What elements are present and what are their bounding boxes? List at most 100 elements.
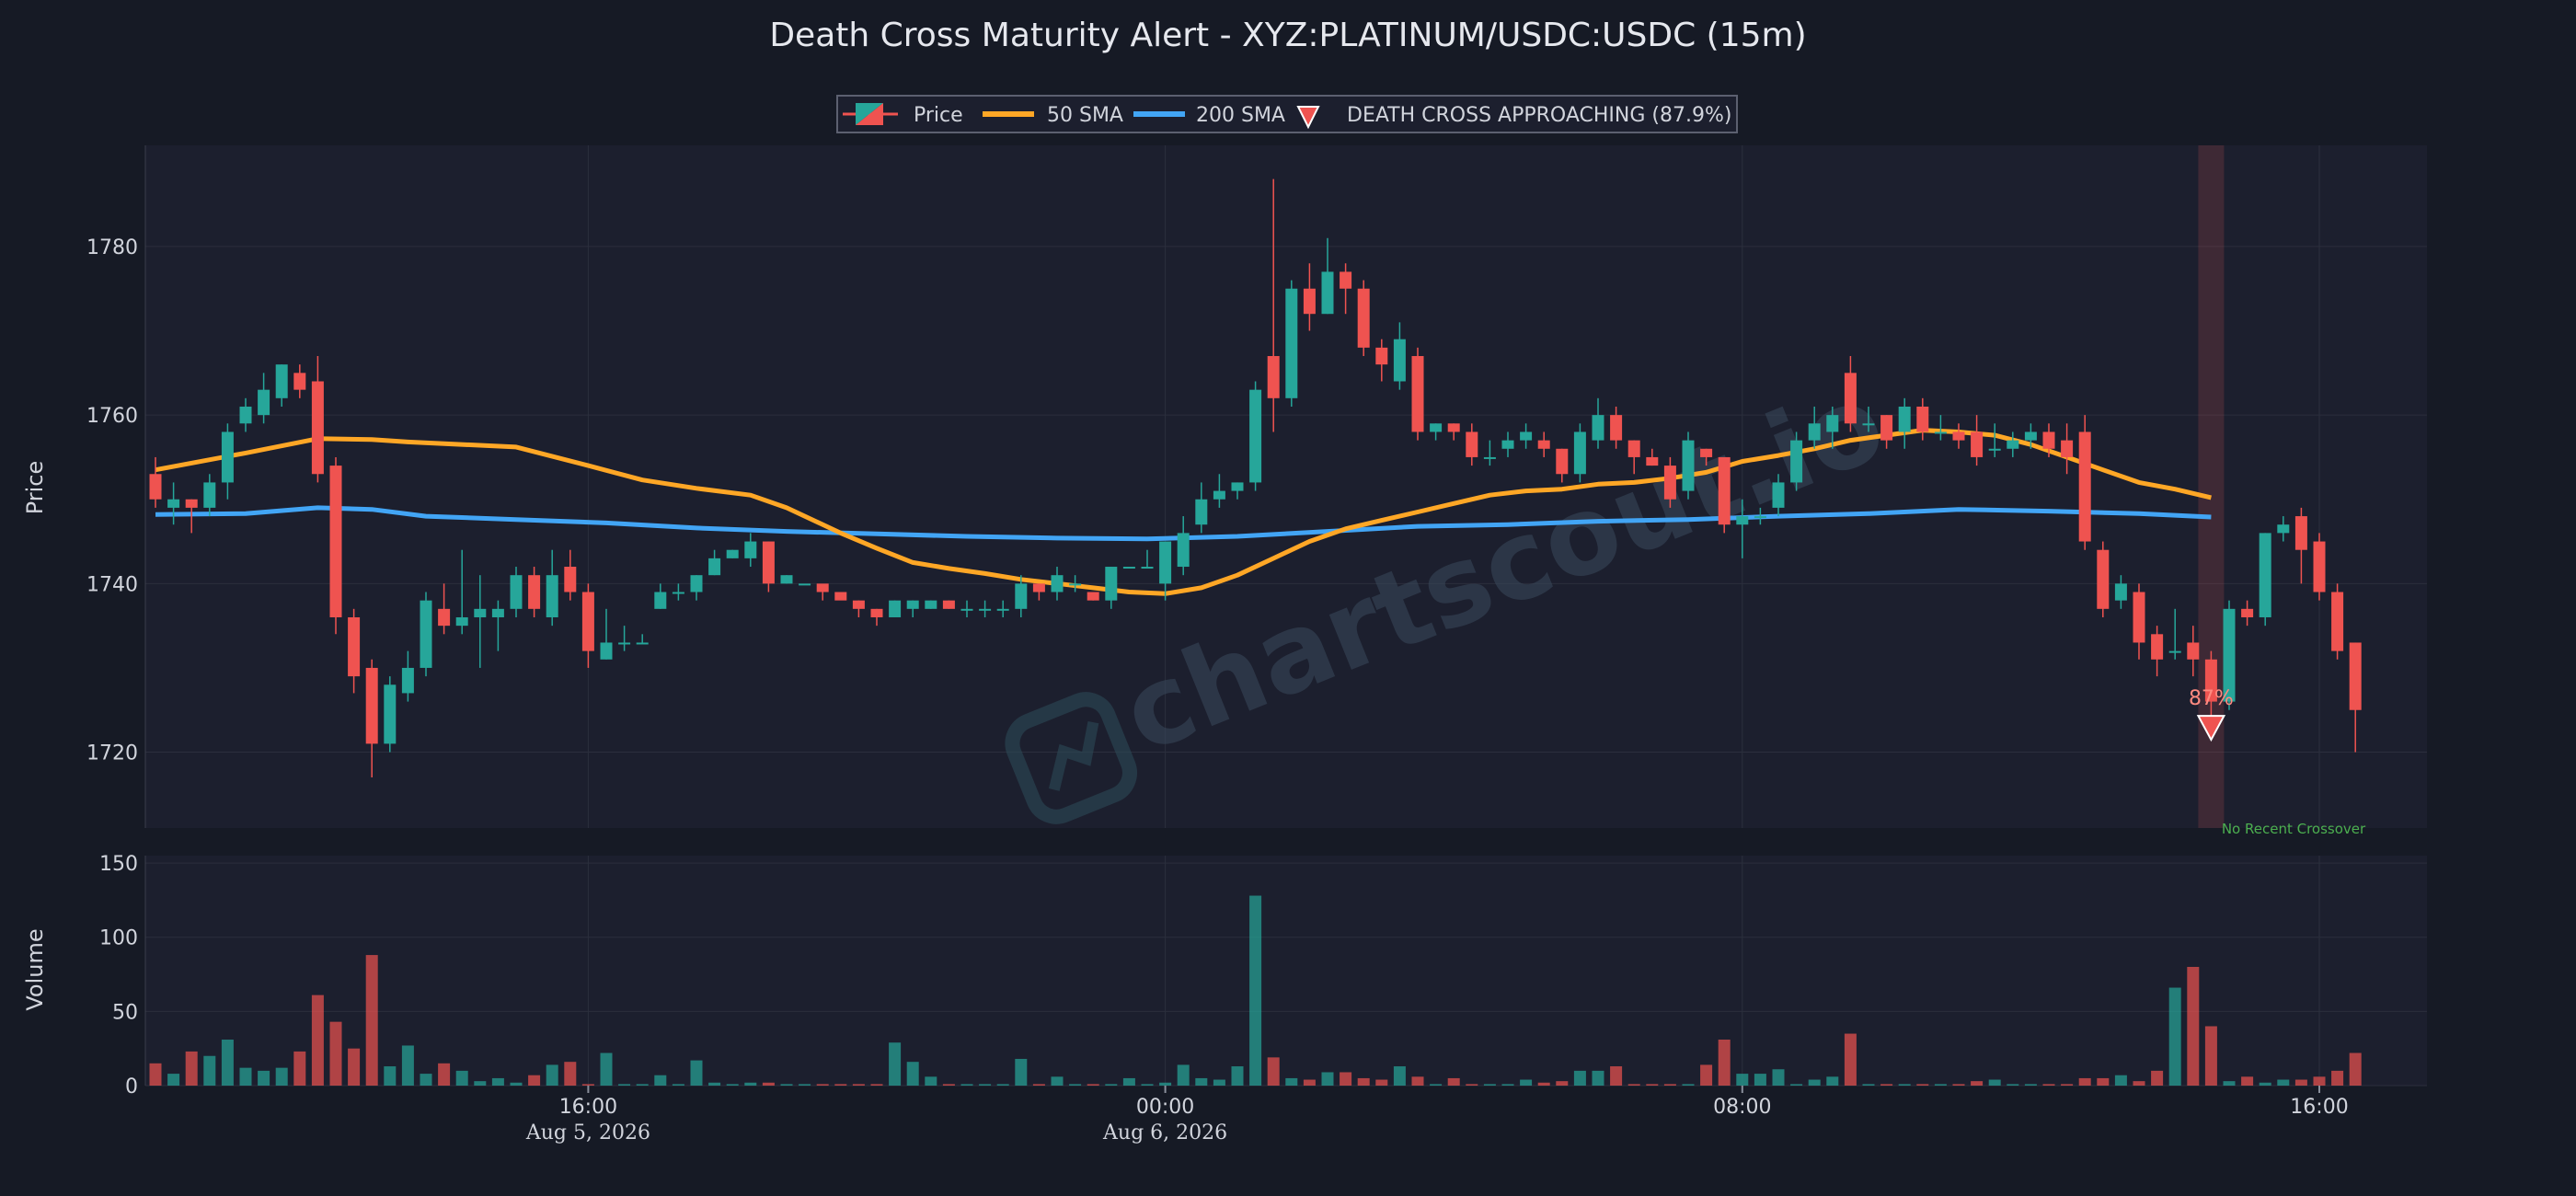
candle-body: [2223, 608, 2236, 702]
volume-bar: [870, 1084, 883, 1086]
candle-body: [1952, 431, 1965, 441]
candle-body: [2277, 524, 2290, 534]
volume-bar: [1971, 1081, 1984, 1086]
volume-tick-label: 150: [99, 853, 138, 876]
candle-body: [780, 575, 793, 584]
candle-body: [2168, 650, 2181, 653]
volume-bar: [528, 1075, 541, 1086]
candle-body: [2097, 549, 2110, 609]
candle-body: [2061, 440, 2074, 457]
candle-body: [636, 642, 649, 645]
candle-body: [1357, 288, 1370, 348]
candle-body: [2078, 431, 2091, 542]
price-axis-label: Price: [22, 461, 48, 515]
volume-bar: [185, 1051, 198, 1086]
volume-bar: [275, 1067, 288, 1086]
candle-body: [1663, 466, 1676, 500]
death-cross-marker: 87%: [2189, 687, 2234, 742]
volume-bar: [1501, 1084, 1514, 1086]
candle-body: [1556, 448, 1569, 475]
candle-body: [1051, 575, 1064, 592]
legend-sma50-label: 50 SMA: [1047, 104, 1123, 127]
sma-lines: [155, 428, 2212, 596]
volume-bar: [636, 1084, 649, 1086]
candle-body: [889, 600, 902, 617]
death-cross-triangle-icon: [2196, 715, 2226, 742]
volume-bar: [1285, 1077, 1298, 1086]
volume-bar: [1249, 895, 1262, 1086]
volume-bar: [780, 1084, 793, 1086]
candle-body: [438, 608, 451, 627]
volume-bar: [1141, 1084, 1154, 1086]
candle-body: [2204, 659, 2217, 702]
watermark-logo-icon: [1005, 692, 1137, 824]
candle-body: [1483, 456, 1496, 459]
volume-bar: [906, 1062, 919, 1086]
candle-body: [690, 575, 703, 592]
volume-bar: [1015, 1058, 1028, 1086]
candle-body: [1934, 431, 1947, 434]
volume-bar: [1718, 1040, 1731, 1086]
volume-bar: [2294, 1079, 2307, 1086]
sma200-line: [155, 505, 2212, 542]
candle-body: [2349, 642, 2362, 710]
candle-body: [581, 592, 594, 651]
volume-bar: [762, 1082, 775, 1086]
candle-body: [618, 642, 631, 645]
candle-body: [203, 482, 216, 508]
volume-bar: [799, 1084, 811, 1086]
sma50-line: [155, 428, 2212, 596]
volume-bar: [438, 1063, 451, 1086]
candle-body: [1736, 516, 1749, 525]
volume-bar: [726, 1084, 739, 1086]
candle-body: [1880, 415, 1893, 441]
volume-bar: [203, 1055, 216, 1086]
candle-body: [906, 600, 919, 609]
candle-body: [293, 373, 306, 390]
candle-body: [1069, 583, 1082, 586]
legend-death-cross-icon: [1296, 106, 1320, 130]
candle-body: [2331, 592, 2344, 651]
volume-bar: [1862, 1084, 1875, 1086]
volume-bar: [2331, 1070, 2344, 1086]
volume-panel: [145, 856, 2427, 1086]
volume-bar: [1736, 1074, 1749, 1086]
candle-body: [2313, 541, 2326, 592]
volume-bar: [546, 1064, 558, 1086]
price-tick-label: 1760: [86, 405, 138, 428]
candle-body: [1718, 456, 1731, 525]
candle-body: [275, 364, 288, 398]
candle-body: [870, 608, 883, 617]
x-tick-date-label: Aug 5, 2026: [525, 1121, 650, 1144]
candle-body: [1537, 440, 1550, 449]
volume-bar: [239, 1067, 252, 1086]
candle-body: [1340, 271, 1352, 289]
candle-body: [491, 608, 504, 617]
volume-bar: [942, 1084, 955, 1086]
volume-bar: [1934, 1084, 1947, 1086]
candle-body: [239, 406, 252, 424]
candle-body: [1285, 288, 1298, 398]
chart-title: Death Cross Maturity Alert - XYZ:PLATINU…: [769, 17, 1806, 54]
candle-body: [600, 642, 613, 660]
volume-bars: [149, 895, 2362, 1086]
candle-body: [942, 600, 955, 609]
candle-body: [996, 608, 1009, 611]
candle-body: [1916, 406, 1929, 432]
volume-bar: [1411, 1076, 1424, 1086]
volume-bar: [1790, 1084, 1803, 1086]
candle-body: [1430, 423, 1443, 432]
candle-body: [311, 381, 324, 475]
candle-body: [960, 608, 973, 611]
volume-bar: [1537, 1082, 1550, 1086]
candle-body: [708, 558, 721, 576]
price-panel: [145, 145, 2427, 828]
candle-body: [474, 608, 487, 617]
candle-body: [925, 600, 937, 609]
price-tick-label: 1780: [86, 236, 138, 259]
candle-body: [1971, 431, 1984, 457]
volume-bar: [1105, 1084, 1118, 1086]
candle-body: [1754, 516, 1766, 519]
